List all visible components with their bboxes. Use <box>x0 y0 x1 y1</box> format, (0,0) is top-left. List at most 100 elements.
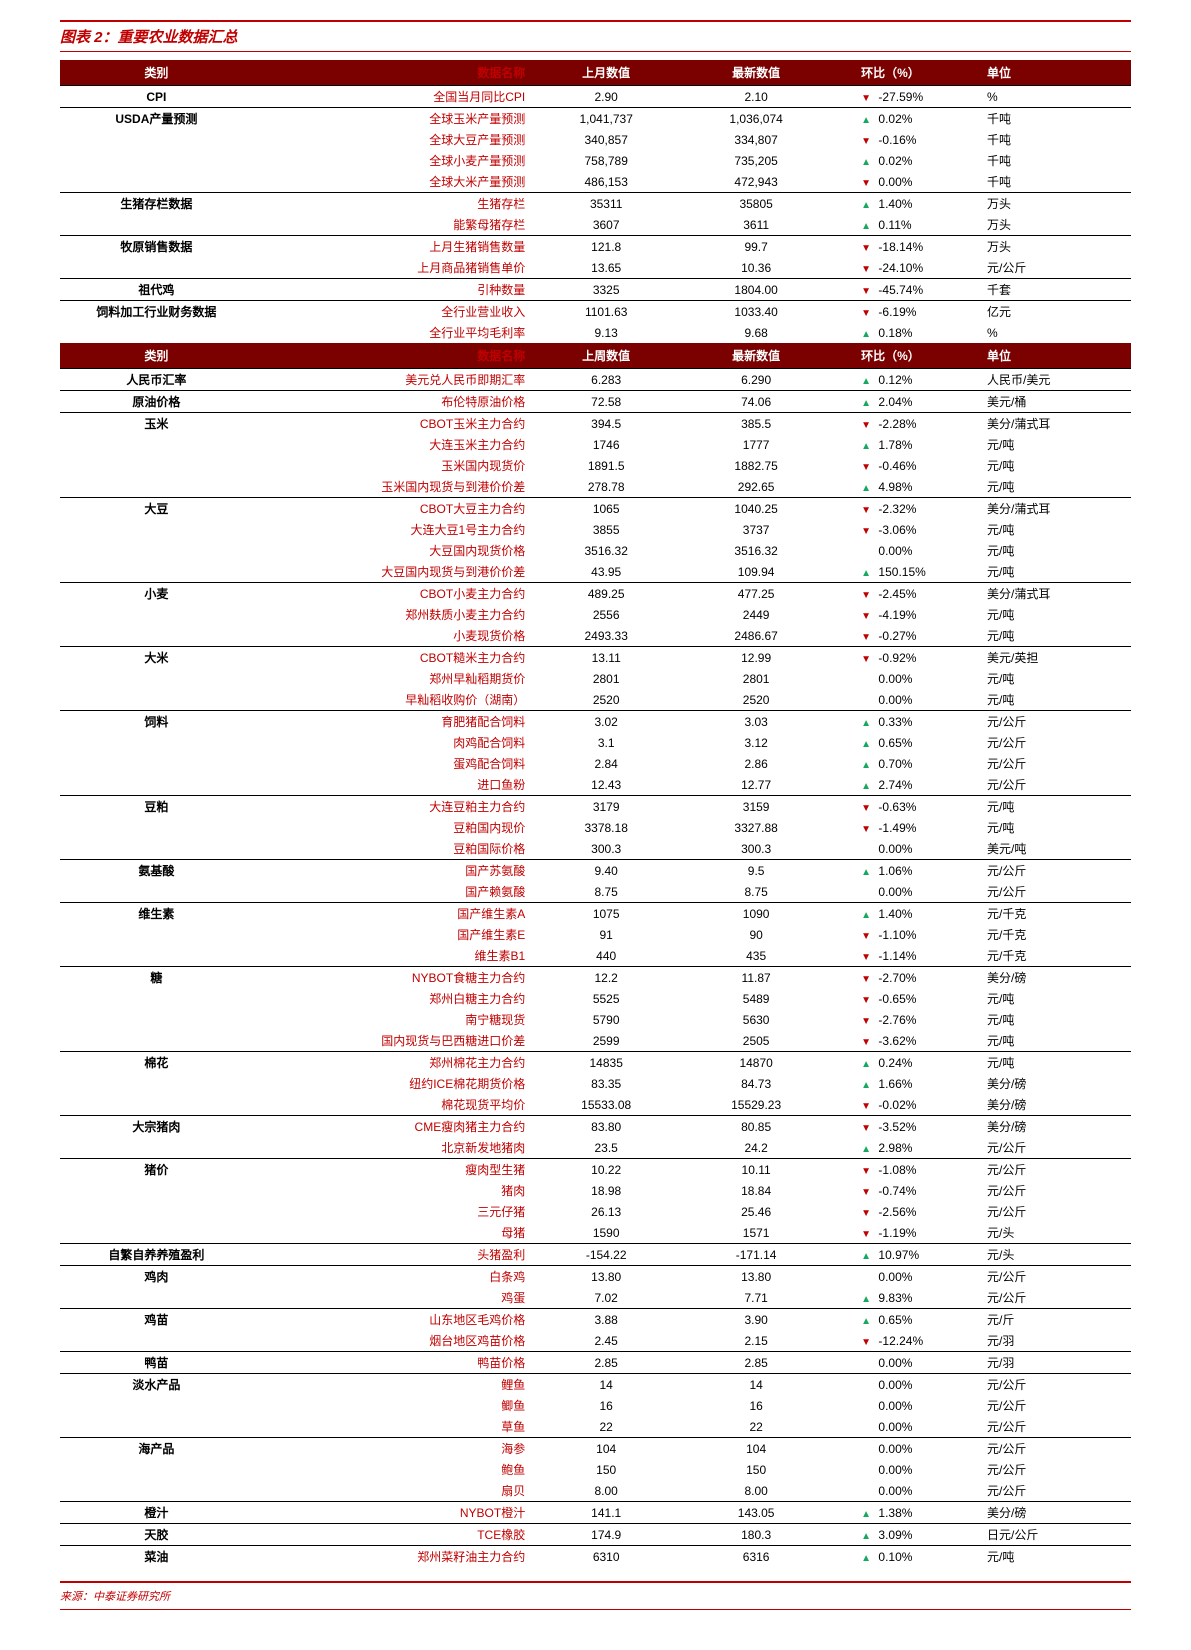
arrow-up-icon: ▲ <box>861 910 875 921</box>
cell-pct: ▼ -6.19% <box>831 301 981 323</box>
table-row: 豆粕国内现价3378.183327.88▼ -1.49%元/吨 <box>60 817 1131 838</box>
cell-name: 全行业平均毛利率 <box>253 322 531 343</box>
cell-unit: 元/吨 <box>981 604 1131 625</box>
cell-pct: ▼ -12.24% <box>831 1330 981 1352</box>
cell-curr: 435 <box>681 945 831 967</box>
cell-category: 鸡苗 <box>60 1309 253 1331</box>
arrow-down-icon: ▼ <box>861 308 875 319</box>
cell-pct: 0.00% <box>831 1416 981 1438</box>
cell-prev: 3516.32 <box>531 540 681 561</box>
table-row: 大连玉米主力合约17461777▲ 1.78%元/吨 <box>60 434 1131 455</box>
cell-category: 鸭苗 <box>60 1352 253 1374</box>
cell-name: 大连玉米主力合约 <box>253 434 531 455</box>
cell-category: 天胶 <box>60 1524 253 1546</box>
cell-category <box>60 1416 253 1438</box>
cell-category <box>60 732 253 753</box>
cell-prev: 43.95 <box>531 561 681 583</box>
cell-name: 大连大豆1号主力合约 <box>253 519 531 540</box>
cell-pct: ▲ 0.65% <box>831 732 981 753</box>
cell-name: 全球大豆产量预测 <box>253 129 531 150</box>
cell-category: 橙汁 <box>60 1502 253 1524</box>
cell-prev: 1075 <box>531 903 681 925</box>
cell-prev: 141.1 <box>531 1502 681 1524</box>
cell-category: CPI <box>60 86 253 108</box>
cell-curr: 472,943 <box>681 171 831 193</box>
cell-category <box>60 817 253 838</box>
cell-unit: 千吨 <box>981 129 1131 150</box>
cell-prev: 1746 <box>531 434 681 455</box>
cell-unit: 元/吨 <box>981 434 1131 455</box>
arrow-down-icon: ▼ <box>861 1187 875 1198</box>
cell-curr: 16 <box>681 1395 831 1416</box>
cell-category <box>60 561 253 583</box>
cell-prev: 3.1 <box>531 732 681 753</box>
table-row: 大豆国内现货价格3516.323516.32 0.00%元/吨 <box>60 540 1131 561</box>
cell-name: 母猪 <box>253 1222 531 1244</box>
cell-curr: 292.65 <box>681 476 831 498</box>
cell-pct: ▼ -1.14% <box>831 945 981 967</box>
cell-name: 白条鸡 <box>253 1266 531 1288</box>
header-unit: 单位 <box>981 343 1131 369</box>
cell-category: 维生素 <box>60 903 253 925</box>
cell-pct: ▲ 1.40% <box>831 193 981 215</box>
cell-curr: 9.68 <box>681 322 831 343</box>
arrow-up-icon: ▲ <box>861 200 875 211</box>
cell-pct: ▲ 9.83% <box>831 1287 981 1309</box>
arrow-down-icon: ▼ <box>861 632 875 643</box>
cell-category: 豆粕 <box>60 796 253 818</box>
cell-unit: 元/公斤 <box>981 1438 1131 1460</box>
cell-prev: 2801 <box>531 668 681 689</box>
cell-prev: 72.58 <box>531 391 681 413</box>
table-row: 饲料育肥猪配合饲料3.023.03▲ 0.33%元/公斤 <box>60 711 1131 733</box>
cell-category <box>60 838 253 860</box>
table-row: 肉鸡配合饲料3.13.12▲ 0.65%元/公斤 <box>60 732 1131 753</box>
cell-unit: 元/吨 <box>981 561 1131 583</box>
cell-pct: ▼ -2.76% <box>831 1009 981 1030</box>
cell-prev: 2556 <box>531 604 681 625</box>
cell-pct: ▲ 3.09% <box>831 1524 981 1546</box>
table-row: 大米CBOT糙米主力合约13.1112.99▼ -0.92%美元/英担 <box>60 647 1131 669</box>
table-row: 国产赖氨酸8.758.75 0.00%元/公斤 <box>60 881 1131 903</box>
table-row: 玉米国内现货价1891.51882.75▼ -0.46%元/吨 <box>60 455 1131 476</box>
cell-prev: 13.80 <box>531 1266 681 1288</box>
cell-prev: 10.22 <box>531 1159 681 1181</box>
cell-name: 引种数量 <box>253 279 531 301</box>
cell-name: CBOT小麦主力合约 <box>253 583 531 605</box>
table-row: 海产品海参104104 0.00%元/公斤 <box>60 1438 1131 1460</box>
cell-name: 草鱼 <box>253 1416 531 1438</box>
arrow-up-icon: ▲ <box>861 1080 875 1091</box>
cell-prev: 440 <box>531 945 681 967</box>
cell-category <box>60 1480 253 1502</box>
cell-pct: ▲ 2.98% <box>831 1137 981 1159</box>
cell-name: 布伦特原油价格 <box>253 391 531 413</box>
cell-prev: 3378.18 <box>531 817 681 838</box>
cell-prev: 2.45 <box>531 1330 681 1352</box>
table-row: 全球大豆产量预测340,857334,807▼ -0.16%千吨 <box>60 129 1131 150</box>
header-name: 数据名称 <box>253 60 531 86</box>
cell-name: 进口鱼粉 <box>253 774 531 796</box>
cell-name: 小麦现货价格 <box>253 625 531 647</box>
cell-curr: 10.11 <box>681 1159 831 1181</box>
table-row: 鸡苗山东地区毛鸡价格3.883.90▲ 0.65%元/斤 <box>60 1309 1131 1331</box>
cell-name: 维生素B1 <box>253 945 531 967</box>
cell-unit: 元/吨 <box>981 1009 1131 1030</box>
chart-title: 图表 2：重要农业数据汇总 <box>60 29 238 46</box>
arrow-up-icon: ▲ <box>861 1294 875 1305</box>
source-bar: 来源：中泰证券研究所 <box>60 1581 1131 1610</box>
cell-pct: ▲ 0.02% <box>831 108 981 130</box>
cell-prev: 14835 <box>531 1052 681 1074</box>
table-header-row: 类别 数据名称 上月数值 最新数值 环比（%） 单位 <box>60 60 1131 86</box>
cell-name: 猪肉 <box>253 1180 531 1201</box>
cell-category <box>60 519 253 540</box>
arrow-down-icon: ▼ <box>861 952 875 963</box>
cell-pct: 0.00% <box>831 689 981 711</box>
table-row: 大豆国内现货与到港价价差43.95109.94▲ 150.15%元/吨 <box>60 561 1131 583</box>
cell-pct: ▲ 0.18% <box>831 322 981 343</box>
table-row: 大连大豆1号主力合约38553737▼ -3.06%元/吨 <box>60 519 1131 540</box>
cell-curr: 735,205 <box>681 150 831 171</box>
table-row: 鸭苗鸭苗价格2.852.85 0.00%元/羽 <box>60 1352 1131 1374</box>
cell-prev: 16 <box>531 1395 681 1416</box>
cell-curr: 104 <box>681 1438 831 1460</box>
header-pct: 环比（%） <box>831 343 981 369</box>
cell-prev: 13.65 <box>531 257 681 279</box>
